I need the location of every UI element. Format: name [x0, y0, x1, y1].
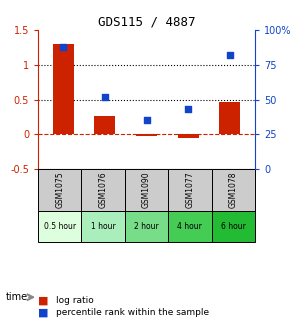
Text: 4 hour: 4 hour: [178, 222, 202, 231]
Text: 6 hour: 6 hour: [221, 222, 246, 231]
Text: GDS115 / 4887: GDS115 / 4887: [98, 15, 195, 28]
Text: GSM1077: GSM1077: [185, 172, 194, 208]
Text: GSM1078: GSM1078: [229, 172, 238, 208]
Text: 2 hour: 2 hour: [134, 222, 159, 231]
Bar: [219, 102, 240, 134]
Text: 0.5 hour: 0.5 hour: [44, 222, 76, 231]
Text: GSM1090: GSM1090: [142, 172, 151, 208]
Text: GSM1075: GSM1075: [55, 172, 64, 208]
FancyBboxPatch shape: [81, 211, 125, 242]
FancyBboxPatch shape: [81, 169, 125, 211]
Point: [61, 44, 65, 50]
Bar: [94, 116, 115, 134]
Bar: [53, 44, 74, 134]
FancyBboxPatch shape: [212, 169, 255, 211]
Bar: [136, 134, 157, 136]
Bar: [178, 134, 199, 138]
Text: ■: ■: [38, 296, 49, 306]
FancyBboxPatch shape: [38, 169, 81, 211]
FancyBboxPatch shape: [125, 211, 168, 242]
Text: time: time: [6, 292, 28, 302]
FancyBboxPatch shape: [168, 169, 212, 211]
Point: [186, 107, 190, 112]
FancyBboxPatch shape: [212, 211, 255, 242]
Text: GSM1076: GSM1076: [99, 172, 108, 208]
Text: log ratio: log ratio: [56, 296, 93, 305]
FancyBboxPatch shape: [168, 211, 212, 242]
FancyBboxPatch shape: [38, 211, 81, 242]
Point: [228, 52, 232, 58]
Point: [144, 118, 149, 123]
Text: percentile rank within the sample: percentile rank within the sample: [56, 308, 209, 317]
Text: 1 hour: 1 hour: [91, 222, 115, 231]
FancyBboxPatch shape: [125, 169, 168, 211]
Point: [103, 94, 107, 99]
Text: ■: ■: [38, 307, 49, 318]
